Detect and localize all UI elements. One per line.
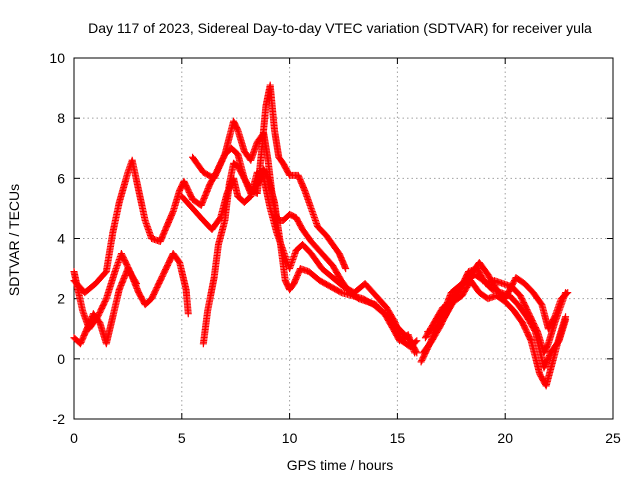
x-tick-label: 0 <box>70 430 78 446</box>
x-tick-label: 20 <box>497 430 513 446</box>
grid-lines <box>74 58 613 419</box>
x-tick-label: 10 <box>282 430 298 446</box>
series-J <box>417 259 572 366</box>
y-tick-label: 0 <box>57 351 65 367</box>
data-point <box>413 337 421 345</box>
series-I <box>424 277 570 390</box>
y-tick-label: 6 <box>57 170 65 186</box>
y-tick-label: -2 <box>53 411 66 427</box>
data-point <box>562 313 570 321</box>
x-tick-label: 25 <box>605 430 621 446</box>
chart-title: Day 117 of 2023, Sidereal Day-to-day VTE… <box>88 20 592 36</box>
series-B <box>70 250 192 333</box>
data-series <box>70 81 572 390</box>
series-C <box>70 265 141 348</box>
y-tick-label: 2 <box>57 291 65 307</box>
x-axis-label: GPS time / hours <box>287 457 394 473</box>
y-tick-label: 4 <box>57 231 65 247</box>
data-point <box>564 289 572 297</box>
data-point <box>132 278 140 286</box>
data-point <box>342 265 350 273</box>
series-D <box>178 168 421 351</box>
data-point <box>563 290 571 298</box>
y-tick-label: 10 <box>49 50 65 66</box>
y-axis-label: SDTVAR / TECUs <box>6 184 22 296</box>
x-tick-label: 5 <box>178 430 186 446</box>
x-tick-label: 15 <box>390 430 406 446</box>
data-point <box>133 280 141 288</box>
y-tick-label: 8 <box>57 110 65 126</box>
data-point <box>412 347 420 355</box>
series-F <box>199 81 350 348</box>
data-point <box>184 310 192 318</box>
data-point <box>413 349 421 357</box>
